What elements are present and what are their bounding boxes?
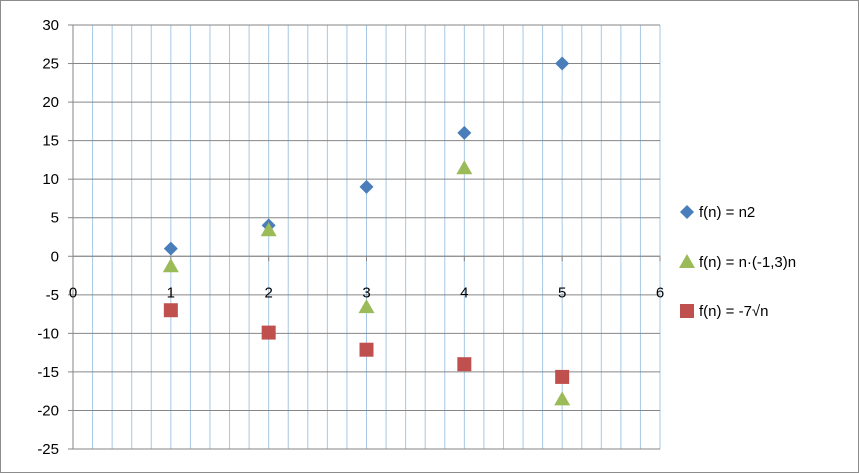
x-tick-label: 6 (656, 284, 664, 301)
data-point-square (359, 342, 374, 357)
x-tick-label: 5 (558, 284, 566, 301)
data-point-square (261, 325, 276, 340)
tick-labels: -25 -20 -15 -10 -5 0 5 10 15 20 25 30 0 1 2 3 4 5 6 (37, 17, 664, 458)
y-tick-label: -10 (37, 325, 59, 342)
data-points (162, 56, 571, 406)
grid-lines (72, 24, 661, 450)
y-tick-label: -20 (37, 402, 59, 419)
y-tick-label: 10 (42, 171, 59, 188)
data-point-diamond (555, 56, 570, 71)
y-tick-label: 25 (42, 56, 59, 73)
legend-label: f(n) = n·(-1,3)n (699, 254, 796, 271)
legend-marker-diamond (680, 205, 694, 219)
data-point-triangle (358, 299, 375, 314)
y-tick-label: 30 (42, 17, 59, 34)
data-point-triangle (554, 391, 571, 406)
data-point-square (457, 357, 472, 372)
legend-label: f(n) = n2 (699, 204, 755, 221)
x-tick-label: 4 (460, 284, 468, 301)
y-tick-label: 15 (42, 133, 59, 150)
data-point-diamond (163, 241, 178, 256)
y-tick-label: -25 (37, 441, 59, 458)
data-point-diamond (457, 125, 472, 140)
axes (68, 24, 661, 450)
data-point-triangle (260, 222, 277, 237)
legend-marker-square (680, 304, 694, 318)
legend-marker-triangle (679, 254, 695, 268)
x-tick-label: 1 (167, 284, 175, 301)
x-tick-label: 0 (69, 284, 77, 301)
legend: f(n) = n2 f(n) = n·(-1,3)n f(n) = -7√n (679, 204, 796, 320)
data-point-diamond (359, 179, 374, 194)
y-tick-label: 0 (51, 248, 59, 265)
x-tick-label: 2 (264, 284, 272, 301)
y-tick-label: -5 (46, 287, 59, 304)
data-point-triangle (456, 160, 473, 175)
y-tick-label: 5 (51, 210, 59, 227)
data-point-square (555, 369, 570, 384)
y-tick-label: -15 (37, 364, 59, 381)
legend-label: f(n) = -7√n (699, 303, 769, 320)
data-point-triangle (162, 258, 179, 273)
y-tick-label: 20 (42, 94, 59, 111)
x-tick-label: 3 (362, 284, 370, 301)
data-point-square (163, 303, 178, 318)
